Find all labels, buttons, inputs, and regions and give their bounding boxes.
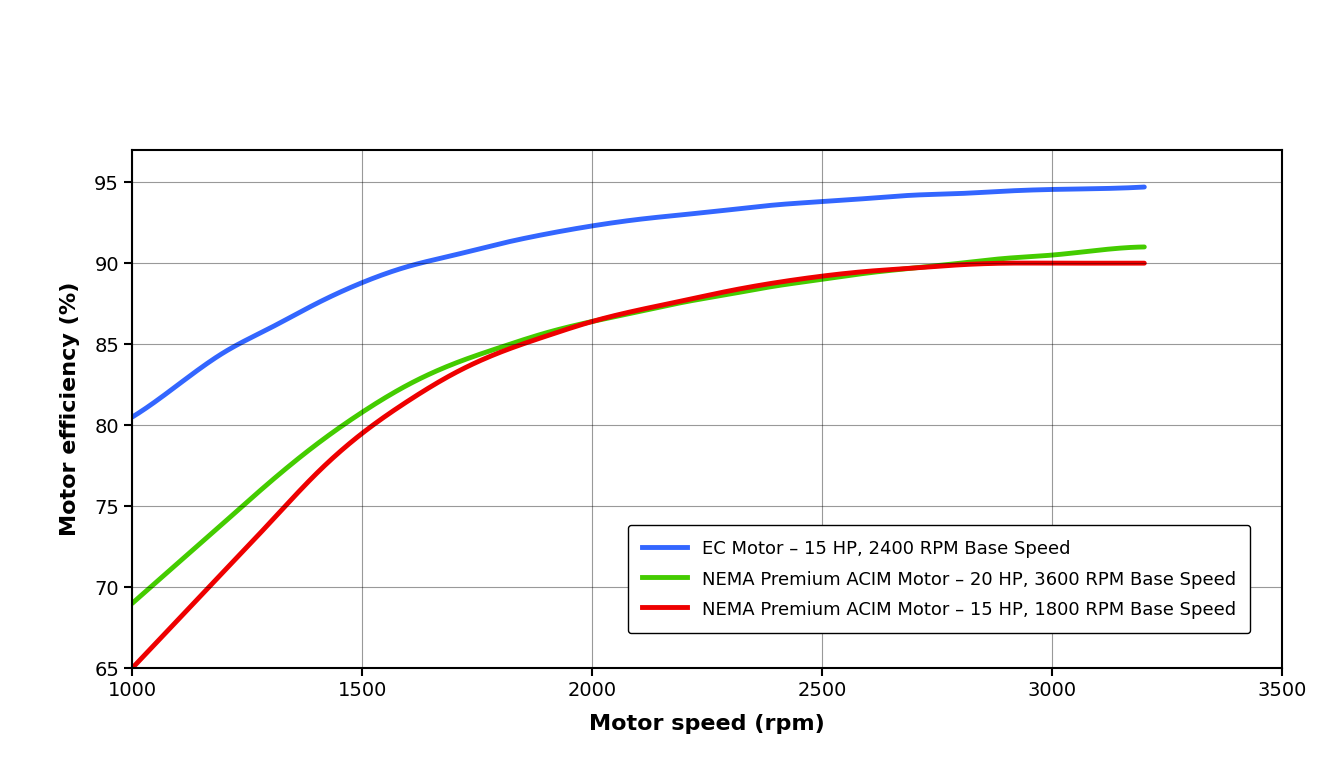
Legend: EC Motor – 15 HP, 2400 RPM Base Speed, NEMA Premium ACIM Motor – 20 HP, 3600 RPM: EC Motor – 15 HP, 2400 RPM Base Speed, N…	[628, 525, 1251, 633]
Text: typical 15-hp fan application running at 3,200 rpm: typical 15-hp fan application running at…	[226, 91, 1096, 119]
X-axis label: Motor speed (rpm): Motor speed (rpm)	[590, 714, 825, 734]
Text: Comparison of motor efficiency on: Comparison of motor efficiency on	[365, 32, 957, 61]
Y-axis label: Motor efficiency (%): Motor efficiency (%)	[61, 282, 81, 536]
